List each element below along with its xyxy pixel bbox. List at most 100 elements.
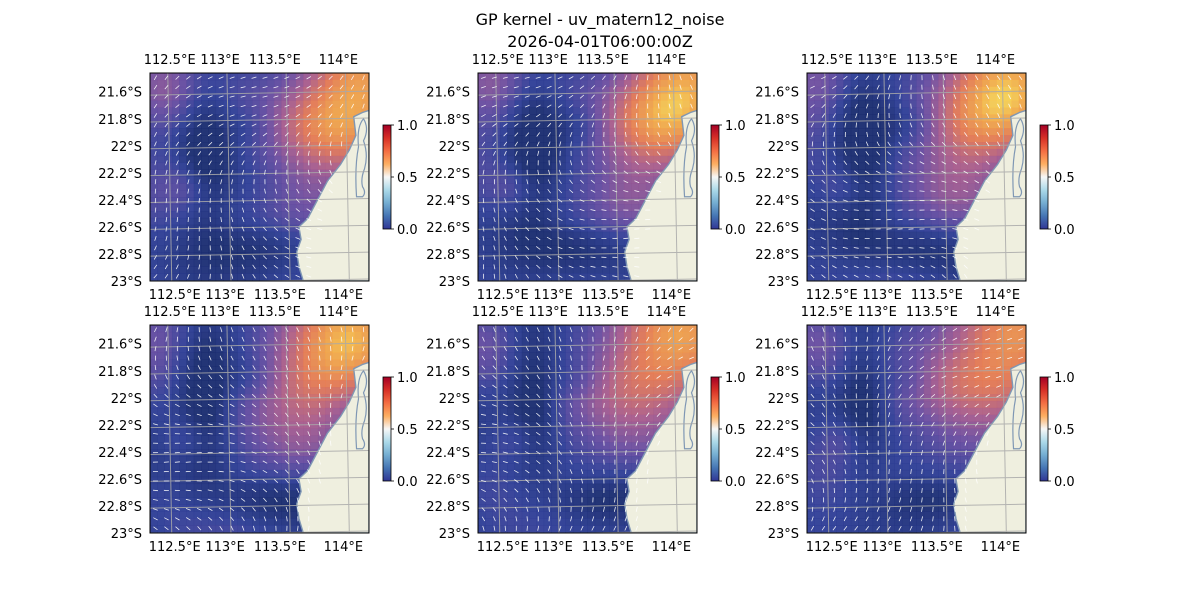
lon-tick-bottom: 113°E (205, 288, 245, 303)
lat-tick: 22.6°S (426, 221, 470, 236)
lon-tick-bottom: 113°E (862, 540, 902, 555)
lat-tick: 22.4°S (755, 446, 799, 461)
lon-tick-top: 112.5°E (472, 53, 524, 68)
lon-tick-bottom: 112.5°E (806, 540, 858, 555)
lat-tick: 23°S (111, 275, 142, 290)
lon-tick-top: 113.5°E (577, 53, 629, 68)
land-polygon (295, 109, 369, 281)
lon-tick-top: 114°E (319, 53, 359, 68)
lon-tick-top: 113°E (200, 53, 240, 68)
lon-tick-top: 113°E (528, 53, 568, 68)
colorbar-tick: 1.0 (397, 371, 418, 386)
lon-tick-bottom: 112.5°E (477, 540, 529, 555)
map-panel-5: 112.5°E 112.5°E 113°E 113°E 113.5°E 113.5°E 11… (426, 305, 745, 555)
lon-tick-top: 113°E (528, 305, 568, 320)
lat-tick: 21.6°S (755, 338, 799, 353)
land-polygon (623, 109, 697, 281)
lon-tick-top: 113°E (857, 305, 897, 320)
map-frame (806, 72, 1027, 282)
gridlines (478, 325, 697, 533)
wind-arrows (153, 75, 365, 279)
land-polygon (952, 361, 1026, 533)
wind-arrows (480, 75, 693, 279)
lon-tick-bottom: 113°E (205, 540, 245, 555)
colorbar-tick: 1.0 (1054, 119, 1075, 134)
lat-tick: 21.8°S (755, 365, 799, 380)
lat-tick: 23°S (768, 275, 799, 290)
island-shape (683, 369, 696, 450)
lon-tick-bottom: 113.5°E (911, 288, 963, 303)
lon-tick-top: 113°E (857, 53, 897, 68)
colorbar: 0.0 0.5 1.0 (1039, 119, 1075, 238)
lat-tick: 21.8°S (426, 113, 470, 128)
colorbar-tick: 0.5 (725, 171, 746, 186)
map-frame (477, 72, 698, 282)
lat-tick: 22.6°S (755, 473, 799, 488)
land-polygon (295, 361, 369, 533)
lat-tick: 22°S (439, 392, 470, 407)
map-panel-3: 112.5°E 112.5°E 113°E 113°E 113.5°E 113.5°E 11… (755, 53, 1074, 303)
colorbar-tick: 1.0 (397, 119, 418, 134)
lon-tick-bottom: 113°E (533, 540, 573, 555)
lon-tick-top: 112.5°E (144, 53, 196, 68)
lon-tick-bottom: 113°E (533, 288, 573, 303)
lon-tick-top: 113.5°E (906, 305, 958, 320)
lat-tick: 22.8°S (98, 500, 142, 515)
lon-tick-top: 113.5°E (249, 305, 301, 320)
colorbar-tick: 0.5 (397, 423, 418, 438)
lat-tick: 22.6°S (426, 473, 470, 488)
colorbar-tick: 0.0 (1054, 475, 1075, 490)
lon-tick-top: 114°E (647, 305, 687, 320)
lat-tick: 22.4°S (98, 194, 142, 209)
lat-tick: 21.6°S (426, 86, 470, 101)
colorbar: 0.0 0.5 1.0 (382, 119, 418, 238)
colorbar-tick: 0.5 (397, 171, 418, 186)
lat-tick: 21.6°S (98, 86, 142, 101)
map-panel-2: 112.5°E 112.5°E 113°E 113°E 113.5°E 113.5°E 11… (426, 53, 745, 303)
island-shape (355, 117, 368, 198)
lon-tick-bottom: 113.5°E (582, 288, 634, 303)
figure-title: GP kernel - uv_matern12_noise 2026-04-01… (0, 9, 1200, 53)
lon-tick-bottom: 112.5°E (806, 288, 858, 303)
colorbar-tick: 0.0 (397, 475, 418, 490)
island-shape (1012, 117, 1025, 198)
colorbar-tick: 1.0 (1054, 371, 1075, 386)
lon-tick-bottom: 113.5°E (254, 540, 306, 555)
map-panel-1: 112.5°E 112.5°E 113°E 113°E 113.5°E 113.5°E 11… (98, 53, 417, 303)
lat-tick: 22.4°S (426, 194, 470, 209)
lat-tick: 22.6°S (98, 221, 142, 236)
colorbar-tick: 0.0 (725, 223, 746, 238)
lon-tick-bottom: 112.5°E (149, 288, 201, 303)
lat-tick: 22°S (111, 140, 142, 155)
land-polygon (952, 109, 1026, 281)
map-frame (149, 324, 370, 534)
lon-tick-bottom: 114°E (981, 288, 1021, 303)
lat-tick: 23°S (439, 275, 470, 290)
island-shape (355, 369, 368, 450)
lon-tick-bottom: 112.5°E (477, 288, 529, 303)
colorbar-tick: 0.0 (397, 223, 418, 238)
lon-tick-top: 113.5°E (577, 305, 629, 320)
wind-arrows (810, 75, 1023, 279)
lon-tick-top: 113.5°E (249, 53, 301, 68)
lat-tick: 22.2°S (98, 167, 142, 182)
lat-tick: 22.6°S (755, 221, 799, 236)
lat-tick: 22.8°S (426, 500, 470, 515)
lat-tick: 22.4°S (98, 446, 142, 461)
lon-tick-bottom: 114°E (981, 540, 1021, 555)
island-shape (1012, 369, 1025, 450)
lon-tick-bottom: 114°E (652, 540, 692, 555)
lat-tick: 22.8°S (98, 248, 142, 263)
lat-tick: 23°S (111, 527, 142, 542)
gridlines (478, 73, 697, 281)
colorbar-tick: 0.0 (1054, 223, 1075, 238)
lat-tick: 22.6°S (98, 473, 142, 488)
lon-tick-top: 114°E (319, 305, 359, 320)
lat-tick: 22.2°S (755, 419, 799, 434)
lat-tick: 22.8°S (755, 248, 799, 263)
map-panel-6: 112.5°E 112.5°E 113°E 113°E 113.5°E 113.5°E 11… (755, 305, 1074, 555)
wind-arrows (810, 327, 1024, 531)
lat-tick: 21.6°S (755, 86, 799, 101)
lon-tick-top: 113.5°E (906, 53, 958, 68)
lat-tick: 21.6°S (98, 338, 142, 353)
